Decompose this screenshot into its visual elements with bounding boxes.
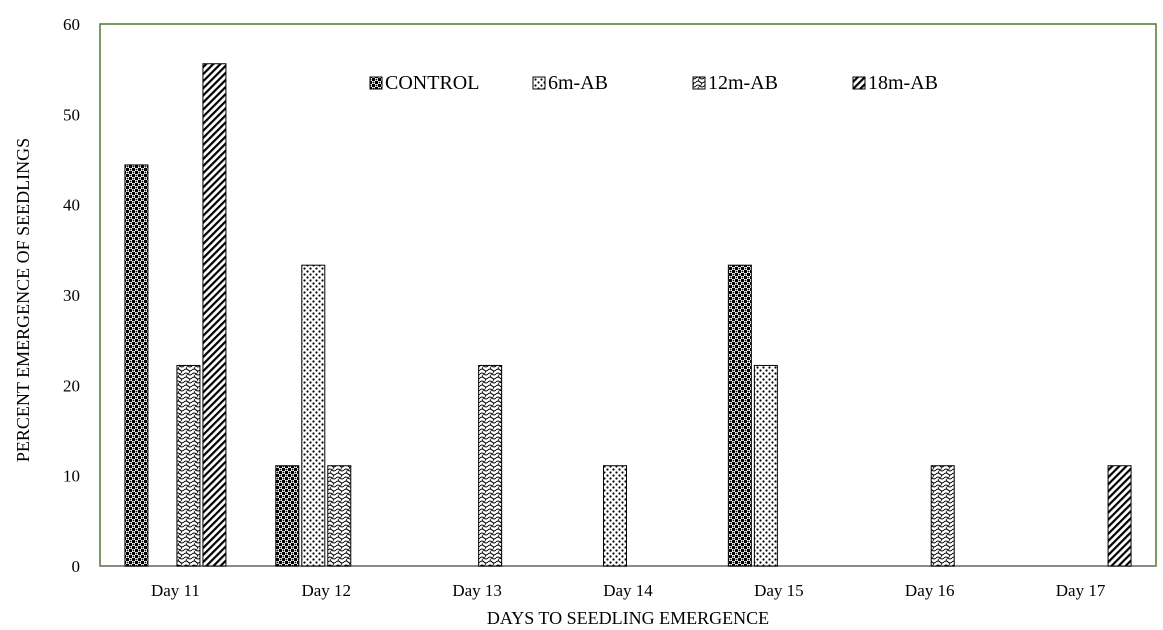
bar-12m-ab-day-16: [930, 465, 955, 567]
y-tick-label: 0: [72, 557, 81, 576]
bar-12m-ab-day-12: [327, 465, 352, 567]
legend-label: 12m-AB: [708, 72, 778, 94]
bar-12m-ab-day-11: [176, 364, 201, 567]
x-axis-tick-labels: Day 11 Day 12 Day 13 Day 14 Day 15 Day 16 Day …: [151, 581, 1106, 600]
bar-18m-ab-day-17: [1107, 465, 1132, 567]
y-tick-label: 20: [63, 376, 80, 395]
bar-6m-ab-day-15: [753, 364, 778, 567]
bar-series: [124, 63, 1132, 567]
y-tick-label: 60: [63, 15, 80, 34]
y-axis-title: PERCENT EMERGENCE OF SEEDLINGS: [13, 138, 33, 462]
plot-area-border: [99, 23, 1157, 567]
x-tick-label: Day 11: [151, 581, 200, 600]
y-axis-tick-labels: 0 10 20 30 40 50 60: [63, 15, 80, 576]
bar-control-day-11: [124, 164, 149, 567]
legend-swatch: [692, 76, 706, 90]
x-tick-label: Day 13: [452, 581, 502, 600]
bar-control-day-12: [275, 465, 300, 567]
x-tick-label: Day 16: [905, 581, 955, 600]
bar-6m-ab-day-14: [603, 465, 627, 567]
legend-swatch: [532, 76, 546, 90]
bar-6m-ab-day-12: [301, 264, 326, 567]
x-tick-label: Day 17: [1056, 581, 1106, 600]
y-tick-label: 50: [63, 105, 80, 124]
legend-label: 18m-AB: [868, 72, 938, 94]
bar-12m-ab-day-13: [478, 364, 503, 567]
y-tick-label: 40: [63, 196, 80, 215]
legend: CONTROL 6m-AB 12m-AB 18m-AB: [369, 72, 938, 94]
y-tick-label: 30: [63, 286, 80, 305]
x-tick-label: Day 14: [603, 581, 653, 600]
legend-label: 6m-AB: [548, 72, 608, 94]
bar-control-day-15: [727, 264, 752, 567]
legend-swatch: [852, 76, 866, 90]
legend-swatch: [369, 76, 383, 90]
y-tick-label: 10: [63, 467, 80, 486]
x-tick-label: Day 15: [754, 581, 804, 600]
x-axis-title: DAYS TO SEEDLING EMERGENCE: [487, 608, 769, 628]
bar-18m-ab-day-11: [202, 63, 227, 567]
x-tick-label: Day 12: [301, 581, 351, 600]
legend-label: CONTROL: [385, 72, 479, 94]
